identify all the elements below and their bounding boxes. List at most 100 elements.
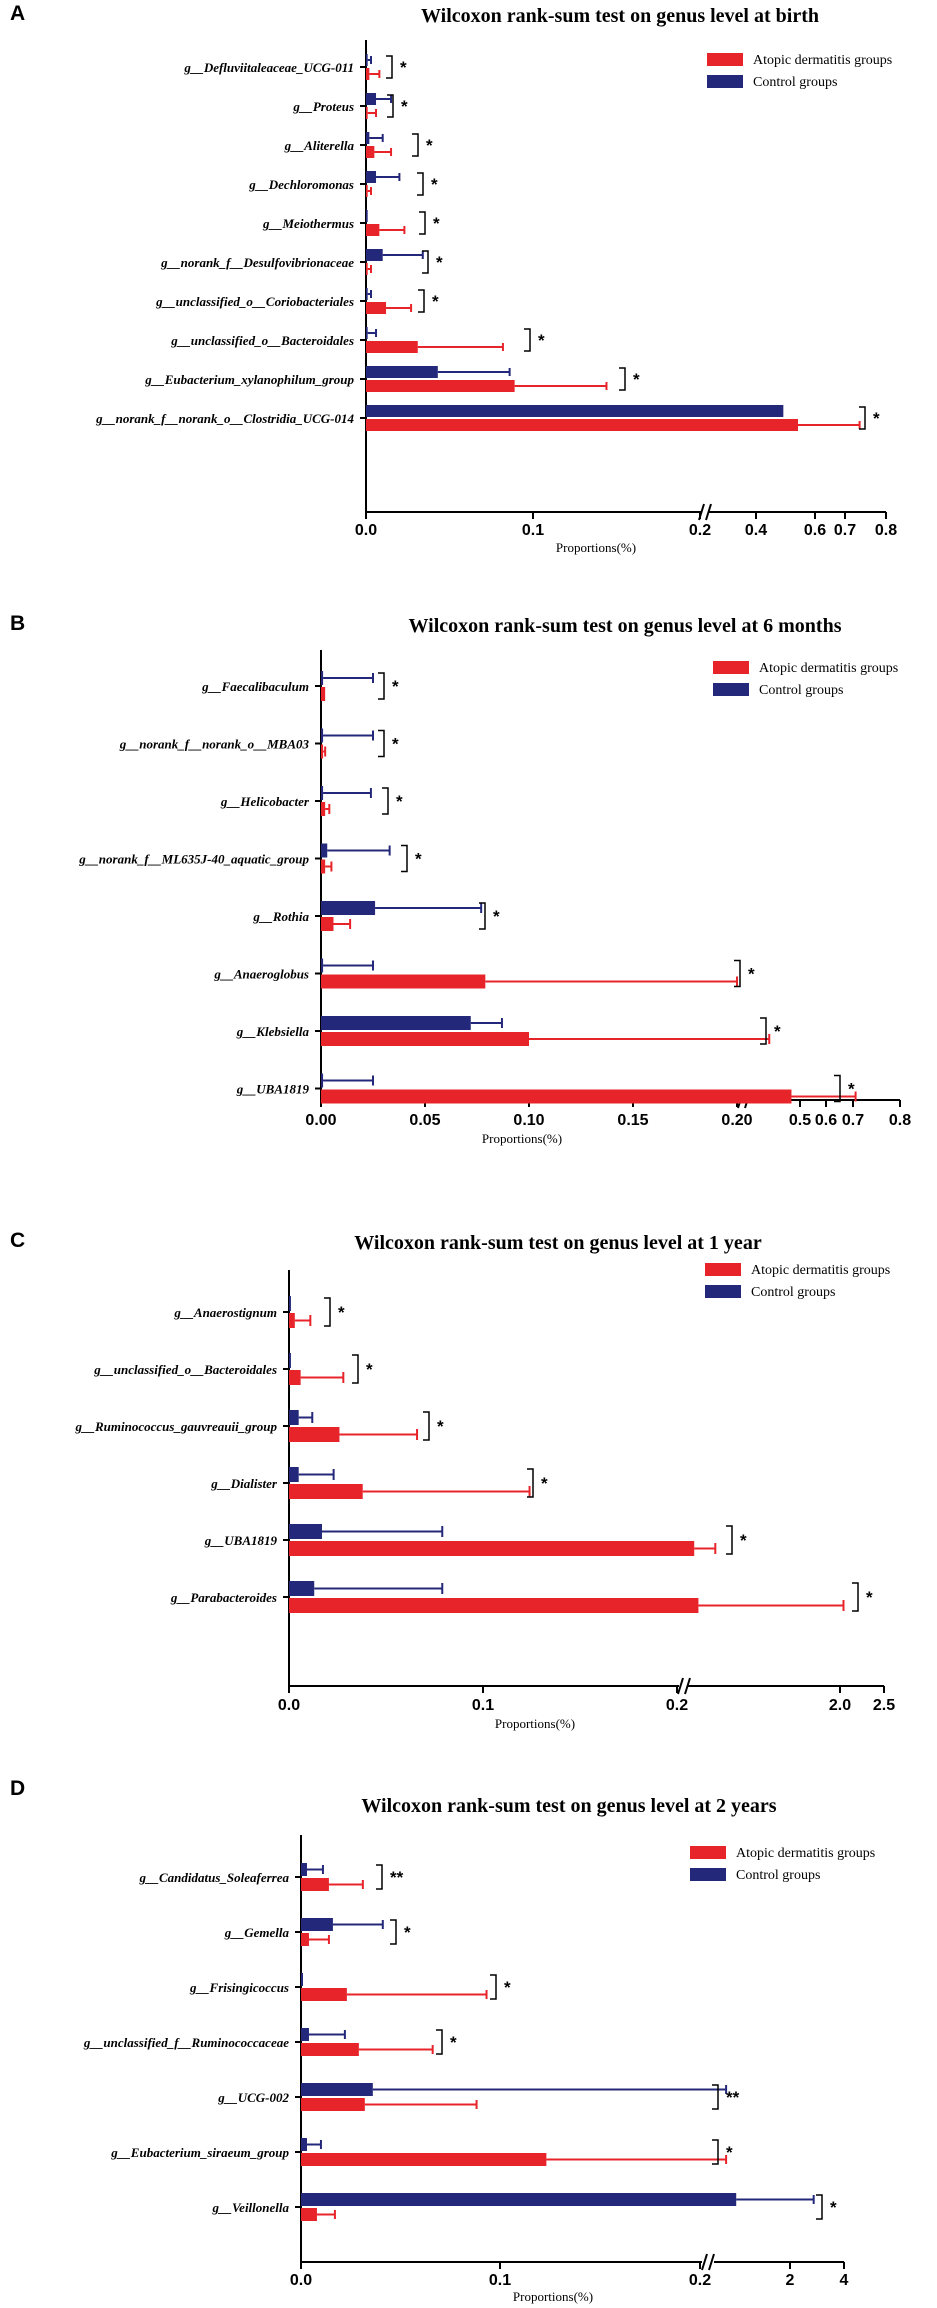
x-tick-label: 0.7 bbox=[842, 1112, 864, 1129]
significance-marker: * bbox=[493, 907, 500, 926]
category-label: g__UCG-002 bbox=[217, 2090, 289, 2105]
category-label: g__Parabacteroides bbox=[170, 1590, 277, 1605]
significance-marker: * bbox=[431, 175, 438, 194]
category-label: g__unclassified_o__Bacteroidales bbox=[93, 1362, 277, 1377]
significance-bracket bbox=[524, 328, 531, 352]
category-row: g__unclassified_f__Ruminococcaceae * bbox=[83, 2028, 457, 2056]
category-label: g__Dechloromonas bbox=[248, 177, 354, 192]
category-row: g__Parabacteroides * bbox=[170, 1581, 873, 1613]
significance-marker: * bbox=[538, 331, 545, 350]
significance-marker: * bbox=[338, 1303, 345, 1322]
bar-ad bbox=[366, 68, 370, 80]
significance-marker: * bbox=[740, 1531, 747, 1550]
category-row: g__Eubacterium_xylanophilum_group * bbox=[144, 366, 640, 392]
bar-control bbox=[366, 405, 784, 417]
x-tick-label: 0.2 bbox=[689, 2272, 711, 2289]
category-label: g__norank_f__norank_o__MBA03 bbox=[119, 737, 310, 752]
x-tick-label: 0.8 bbox=[889, 1112, 911, 1129]
significance-marker: * bbox=[392, 735, 399, 754]
category-row: g__Gemella * bbox=[224, 1918, 411, 1946]
significance-bracket bbox=[376, 1864, 383, 1890]
category-row: g__Defluviitaleaceae_UCG-011 * bbox=[183, 54, 407, 80]
significance-bracket bbox=[324, 1297, 331, 1327]
legend-label-control: Control groups bbox=[751, 1285, 835, 1300]
significance-marker: * bbox=[436, 253, 443, 272]
category-label: g__Defluviitaleaceae_UCG-011 bbox=[183, 60, 354, 75]
bar-control bbox=[289, 1581, 315, 1596]
significance-bracket bbox=[419, 211, 426, 235]
bar-ad bbox=[289, 1484, 363, 1499]
category-label: g__norank_f__ML635J-40_aquatic_group bbox=[78, 852, 309, 867]
bar-control bbox=[321, 728, 324, 743]
legend-swatch-control bbox=[705, 1285, 741, 1298]
significance-marker: * bbox=[392, 677, 399, 696]
bar-control bbox=[301, 2083, 373, 2096]
x-tick-label: 0.1 bbox=[489, 2272, 511, 2289]
category-label: g__Meiothermus bbox=[262, 216, 354, 231]
legend-label-ad: Atopic dermatitis groups bbox=[751, 1263, 890, 1278]
chart-title: Wilcoxon rank-sum test on genus level at… bbox=[354, 1232, 762, 1254]
chart-title: Wilcoxon rank-sum test on genus level at… bbox=[361, 1795, 776, 1817]
category-label: g__UBA1819 bbox=[236, 1082, 310, 1097]
bar-ad bbox=[366, 263, 368, 275]
category-row: g__norank_f__norank_o__MBA03 * bbox=[119, 728, 399, 759]
category-label: g__unclassified_f__Ruminococcaceae bbox=[83, 2035, 289, 2050]
bar-control bbox=[301, 1918, 333, 1931]
panel-letter: C bbox=[10, 1229, 25, 1252]
category-label: g__Veillonella bbox=[211, 2200, 289, 2215]
category-row: g__norank_f__norank_o__Clostridia_UCG-01… bbox=[95, 405, 880, 431]
axis-break-mark bbox=[684, 1677, 691, 1695]
significance-bracket bbox=[734, 959, 741, 988]
category-label: g__norank_f__Desulfovibrionaceae bbox=[160, 255, 354, 270]
category-row: g__Anaeroglobus * bbox=[213, 958, 755, 989]
significance-marker: * bbox=[848, 1080, 855, 1099]
significance-bracket bbox=[423, 1411, 430, 1441]
bar-ad bbox=[321, 1089, 792, 1104]
bar-control bbox=[301, 2028, 309, 2041]
x-tick-label: 0.0 bbox=[355, 522, 377, 539]
significance-marker: * bbox=[415, 850, 422, 869]
x-tick-label: 0.6 bbox=[815, 1112, 837, 1129]
x-tick-label: 0.5 bbox=[789, 1112, 811, 1129]
bar-control bbox=[366, 171, 377, 183]
bar-ad bbox=[366, 107, 368, 119]
category-label: g__Eubacterium_siraeum_group bbox=[110, 2145, 289, 2160]
bar-control bbox=[321, 1016, 471, 1030]
legend-swatch-control bbox=[713, 683, 749, 696]
category-label: g__Anaeroglobus bbox=[213, 967, 309, 982]
significance-marker: * bbox=[866, 1588, 873, 1607]
category-label: g__Faecalibaculum bbox=[201, 679, 309, 694]
category-label: g__unclassified_o__Coriobacteriales bbox=[155, 294, 354, 309]
bar-ad bbox=[321, 1032, 529, 1046]
significance-bracket bbox=[417, 172, 424, 196]
category-row: g__Proteus * bbox=[292, 93, 408, 119]
category-row: g__Dialister * bbox=[210, 1467, 548, 1499]
axis-break-mark bbox=[701, 2253, 708, 2271]
significance-bracket bbox=[859, 406, 866, 430]
category-label: g__Ruminococcus_gauvreauii_group bbox=[74, 1419, 277, 1434]
significance-bracket bbox=[387, 94, 394, 118]
category-row: g__Helicobacter * bbox=[220, 786, 403, 816]
category-label: g__norank_f__norank_o__Clostridia_UCG-01… bbox=[95, 411, 354, 426]
significance-bracket bbox=[386, 55, 393, 79]
significance-marker: * bbox=[396, 792, 403, 811]
x-axis-label: Proportions(%) bbox=[482, 1131, 562, 1146]
bar-ad bbox=[366, 302, 387, 314]
x-tick-label: 2 bbox=[786, 2272, 795, 2289]
significance-marker: * bbox=[426, 136, 433, 155]
category-row: g__Ruminococcus_gauvreauii_group * bbox=[74, 1410, 444, 1442]
bar-ad bbox=[321, 744, 324, 759]
x-tick-label: 0.8 bbox=[875, 522, 897, 539]
significance-marker: * bbox=[400, 58, 407, 77]
panel-letter: D bbox=[10, 1777, 25, 1800]
x-tick-label: 0.6 bbox=[804, 522, 826, 539]
category-label: g__Proteus bbox=[292, 99, 354, 114]
bar-ad bbox=[301, 2153, 547, 2166]
bar-control bbox=[321, 901, 376, 915]
significance-marker: * bbox=[504, 1978, 511, 1997]
significance-bracket bbox=[436, 2029, 443, 2055]
legend-swatch-ad bbox=[690, 1846, 726, 1859]
bar-control bbox=[301, 1973, 303, 1986]
bar-control bbox=[366, 249, 383, 261]
significance-bracket bbox=[852, 1582, 859, 1612]
